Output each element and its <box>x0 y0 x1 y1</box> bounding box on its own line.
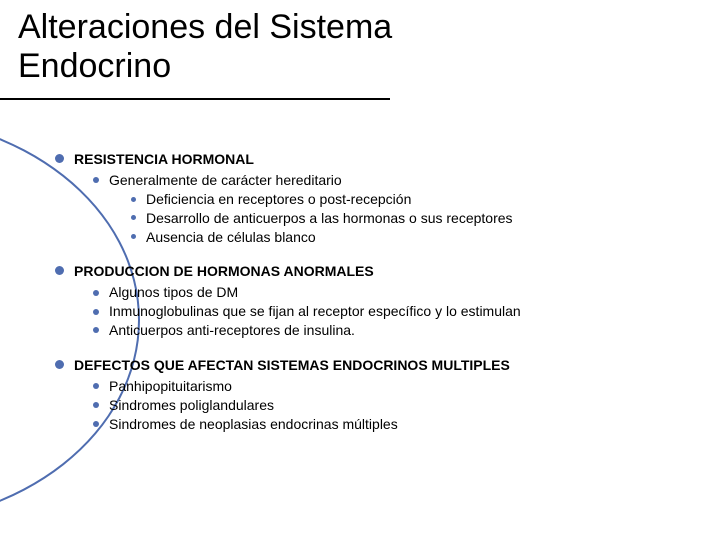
title-line-2: Endocrino <box>18 47 171 85</box>
item-text: Inmunoglobulinas que se fijan al recepto… <box>109 303 521 319</box>
subitem-text: Deficiencia en receptores o post-recepci… <box>146 191 411 207</box>
bullet-icon <box>93 421 99 427</box>
bullet-icon <box>93 290 99 296</box>
list-item: Anticuerpos anti-receptores de insulina. <box>93 321 700 340</box>
title-line-1: Alteraciones del Sistema <box>18 8 392 46</box>
bullet-icon <box>55 154 64 163</box>
bullet-icon <box>93 402 99 408</box>
bullet-icon <box>131 197 136 202</box>
item-text: Algunos tipos de DM <box>109 284 238 300</box>
slide-body: RESISTENCIA HORMONAL Generalmente de car… <box>55 150 700 434</box>
subitem-text: Ausencia de células blanco <box>146 229 316 245</box>
list-item: Sindromes poliglandulares <box>93 396 700 415</box>
sub-list-item: Deficiencia en receptores o post-recepci… <box>131 190 700 209</box>
item-text: Generalmente de carácter hereditario <box>109 172 342 188</box>
item-text: Sindromes de neoplasias endocrinas múlti… <box>109 416 398 432</box>
title-underline <box>0 98 390 100</box>
bullet-icon <box>55 266 64 275</box>
heading-text: RESISTENCIA HORMONAL <box>74 151 254 167</box>
section-heading: RESISTENCIA HORMONAL <box>55 150 700 169</box>
sub-list-item: Desarrollo de anticuerpos a las hormonas… <box>131 209 700 228</box>
sub-list-item: Ausencia de células blanco <box>131 228 700 247</box>
heading-text: PRODUCCION DE HORMONAS ANORMALES <box>74 263 374 279</box>
list-item: Sindromes de neoplasias endocrinas múlti… <box>93 415 700 434</box>
bullet-icon <box>93 383 99 389</box>
item-text: Anticuerpos anti-receptores de insulina. <box>109 322 355 338</box>
bullet-icon <box>93 309 99 315</box>
subitem-text: Desarrollo de anticuerpos a las hormonas… <box>146 210 513 226</box>
bullet-icon <box>55 360 64 369</box>
list-item: Panhipopituitarismo <box>93 377 700 396</box>
slide-title: Alteraciones del Sistema Endocrino <box>18 8 392 86</box>
list-item: Algunos tipos de DM <box>93 283 700 302</box>
section-heading: DEFECTOS QUE AFECTAN SISTEMAS ENDOCRINOS… <box>55 356 700 375</box>
item-text: Panhipopituitarismo <box>109 378 232 394</box>
section-heading: PRODUCCION DE HORMONAS ANORMALES <box>55 262 700 281</box>
bullet-icon <box>93 327 99 333</box>
item-text: Sindromes poliglandulares <box>109 397 274 413</box>
list-item: Generalmente de carácter hereditario <box>93 171 700 190</box>
heading-text: DEFECTOS QUE AFECTAN SISTEMAS ENDOCRINOS… <box>74 357 510 373</box>
bullet-icon <box>131 215 136 220</box>
bullet-icon <box>93 177 99 183</box>
list-item: Inmunoglobulinas que se fijan al recepto… <box>93 302 700 321</box>
bullet-icon <box>131 234 136 239</box>
